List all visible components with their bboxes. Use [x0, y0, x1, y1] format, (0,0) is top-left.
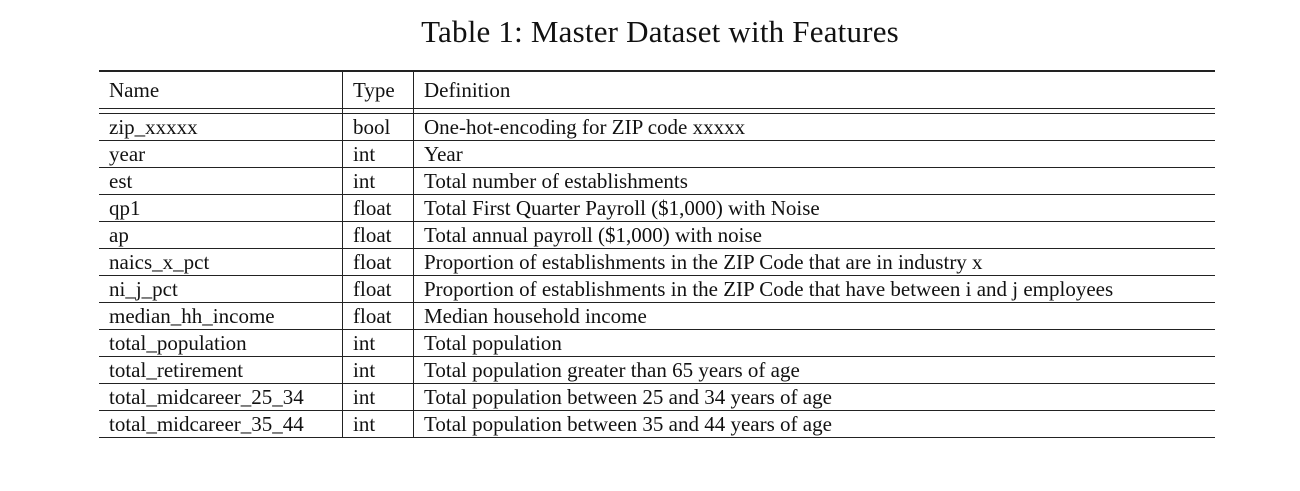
- cell-definition: Median household income: [413, 302, 1215, 330]
- cell-type: int: [342, 410, 414, 438]
- table-row: zip_xxxxx bool One-hot-encoding for ZIP …: [99, 113, 1215, 141]
- table-row: total_retirement int Total population gr…: [99, 356, 1215, 384]
- separator-cell-definition: [413, 108, 1215, 114]
- cell-definition: Proportion of establishments in the ZIP …: [413, 275, 1215, 303]
- cell-type: bool: [342, 113, 414, 141]
- cell-name: ap: [99, 221, 343, 249]
- table-header: Name Type Definition: [99, 71, 1215, 109]
- header-separator: [99, 108, 1215, 114]
- cell-type: float: [342, 302, 414, 330]
- features-table-container: Name Type Definition zip_xxxxx bool One-…: [99, 70, 1215, 438]
- table-body: zip_xxxxx bool One-hot-encoding for ZIP …: [99, 108, 1215, 438]
- table-row: total_midcareer_35_44 int Total populati…: [99, 410, 1215, 438]
- cell-definition: Total number of establishments: [413, 167, 1215, 195]
- cell-definition: One-hot-encoding for ZIP code xxxxx: [413, 113, 1215, 141]
- header-definition: Definition: [413, 71, 1215, 109]
- separator-cell-name: [99, 108, 343, 114]
- cell-name: total_midcareer_35_44: [99, 410, 343, 438]
- table-row: est int Total number of establishments: [99, 167, 1215, 195]
- cell-name: zip_xxxxx: [99, 113, 343, 141]
- cell-name: total_retirement: [99, 356, 343, 384]
- table-row: ni_j_pct float Proportion of establishme…: [99, 275, 1215, 303]
- table-row: total_midcareer_25_34 int Total populati…: [99, 383, 1215, 411]
- cell-definition: Total First Quarter Payroll ($1,000) wit…: [413, 194, 1215, 222]
- cell-definition: Year: [413, 140, 1215, 168]
- cell-definition: Total population between 25 and 34 years…: [413, 383, 1215, 411]
- cell-definition: Total population: [413, 329, 1215, 357]
- cell-name: median_hh_income: [99, 302, 343, 330]
- features-table: Name Type Definition zip_xxxxx bool One-…: [99, 70, 1215, 438]
- cell-type: float: [342, 194, 414, 222]
- cell-definition: Total annual payroll ($1,000) with noise: [413, 221, 1215, 249]
- cell-definition: Total population greater than 65 years o…: [413, 356, 1215, 384]
- header-row: Name Type Definition: [99, 71, 1215, 109]
- header-type: Type: [342, 71, 414, 109]
- cell-type: int: [342, 329, 414, 357]
- cell-name: total_midcareer_25_34: [99, 383, 343, 411]
- cell-name: total_population: [99, 329, 343, 357]
- cell-type: int: [342, 383, 414, 411]
- cell-definition: Proportion of establishments in the ZIP …: [413, 248, 1215, 276]
- cell-type: float: [342, 248, 414, 276]
- cell-name: naics_x_pct: [99, 248, 343, 276]
- table-row: ap float Total annual payroll ($1,000) w…: [99, 221, 1215, 249]
- cell-name: year: [99, 140, 343, 168]
- cell-name: qp1: [99, 194, 343, 222]
- cell-type: int: [342, 356, 414, 384]
- table-row: median_hh_income float Median household …: [99, 302, 1215, 330]
- header-name: Name: [109, 77, 160, 102]
- cell-definition: Total population between 35 and 44 years…: [413, 410, 1215, 438]
- table-row: naics_x_pct float Proportion of establis…: [99, 248, 1215, 276]
- cell-type: int: [342, 140, 414, 168]
- table-row: year int Year: [99, 140, 1215, 168]
- separator-cell-type: [342, 108, 414, 114]
- table-row: qp1 float Total First Quarter Payroll ($…: [99, 194, 1215, 222]
- cell-name: ni_j_pct: [99, 275, 343, 303]
- cell-type: float: [342, 221, 414, 249]
- table-caption: Table 1: Master Dataset with Features: [421, 14, 899, 49]
- cell-type: int: [342, 167, 414, 195]
- table-row: total_population int Total population: [99, 329, 1215, 357]
- cell-type: float: [342, 275, 414, 303]
- cell-name: est: [99, 167, 343, 195]
